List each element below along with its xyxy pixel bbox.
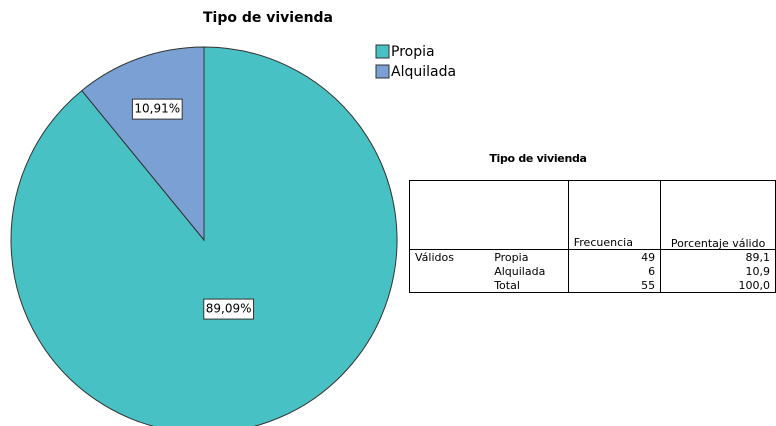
cell (409, 180, 490, 250)
chart-title: Tipo de vivienda (203, 10, 333, 26)
table-title: Tipo de vivienda (489, 152, 587, 165)
label-box (131, 98, 183, 120)
legend-label: Alquilada (391, 64, 456, 80)
data-label-text: 10,91% (134, 102, 180, 116)
table-body: Válidos Propia 49 89,1 Alquilada 6 10,9 Total 55… (410, 249, 776, 293)
cell (489, 180, 569, 250)
legend-swatch (375, 64, 390, 79)
cell: 6 (567, 264, 661, 278)
cell: 49 (567, 249, 661, 264)
table-row: Total 55 100,0 (410, 278, 776, 293)
data-label-text: 89,09% (206, 302, 252, 316)
cell: 55 (567, 278, 661, 293)
group-label: Válidos (415, 250, 454, 264)
table-row: Alquilada 6 10,9 (410, 264, 776, 278)
cell: 10,9 (660, 264, 776, 278)
row-label: Propia (494, 250, 529, 264)
group-label (410, 264, 490, 278)
label-box (203, 298, 255, 320)
header-row: Frecuencia Porcentaje válido (409, 180, 776, 250)
header-cell: Porcentaje válido (660, 180, 776, 250)
group-label (410, 278, 490, 293)
pie-slice (10, 46, 398, 426)
row-label: Total (494, 278, 520, 292)
cell: 89,1 (660, 249, 776, 264)
row-label: Alquilada (494, 264, 546, 278)
table: Frecuencia Porcentaje válido Válidos Prop… (409, 180, 776, 293)
data-label: 89,09% (203, 298, 255, 320)
data-label: 10,91% (131, 98, 183, 120)
cell: 100,0 (660, 278, 776, 293)
legend-label: Propia (391, 44, 435, 60)
table-row: Válidos Propia 49 89,1 (410, 249, 776, 264)
pie-slice (81, 46, 205, 242)
legend-swatch (375, 44, 390, 59)
header-cell: Frecuencia (567, 180, 661, 250)
